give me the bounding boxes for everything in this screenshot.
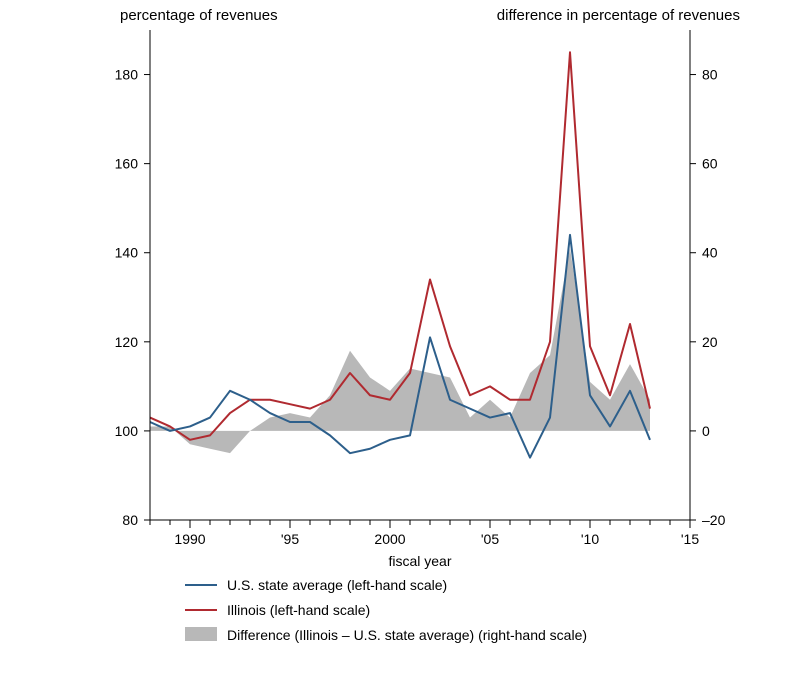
yr-tick-label: 0 (702, 423, 710, 439)
revenue-chart: 80 100 120 140 160 180 –20 0 20 40 60 80 1990 '95 2000… (0, 0, 800, 674)
yl-tick-label: 120 (115, 334, 139, 350)
yl-tick-label: 100 (115, 423, 139, 439)
legend-label: Illinois (left-hand scale) (227, 602, 370, 618)
x-tick-label: '15 (681, 531, 699, 547)
x-tick-label: '10 (581, 531, 599, 547)
legend-area-swatch (185, 627, 217, 641)
yl-tick-label: 80 (122, 512, 138, 528)
x-tick-label: 1990 (174, 531, 205, 547)
title-left: percentage of revenues (120, 7, 278, 24)
title-right: difference in percentage of revenues (497, 7, 740, 24)
x-axis-label: fiscal year (388, 553, 451, 569)
yl-tick-label: 160 (115, 156, 139, 172)
yr-tick-label: 20 (702, 334, 718, 350)
legend-label: U.S. state average (left-hand scale) (227, 577, 447, 593)
yl-tick-label: 140 (115, 245, 139, 261)
yr-tick-label: 60 (702, 156, 718, 172)
x-tick-label: 2000 (374, 531, 405, 547)
yr-tick-label: 80 (702, 67, 718, 83)
legend-label: Difference (Illinois – U.S. state averag… (227, 627, 587, 643)
yr-tick-label: 40 (702, 245, 718, 261)
yl-tick-label: 180 (115, 67, 139, 83)
x-tick-label: '95 (281, 531, 299, 547)
x-tick-label: '05 (481, 531, 499, 547)
yr-tick-label: –20 (702, 512, 726, 528)
chart-container: 80 100 120 140 160 180 –20 0 20 40 60 80 1990 '95 2000… (0, 0, 800, 674)
